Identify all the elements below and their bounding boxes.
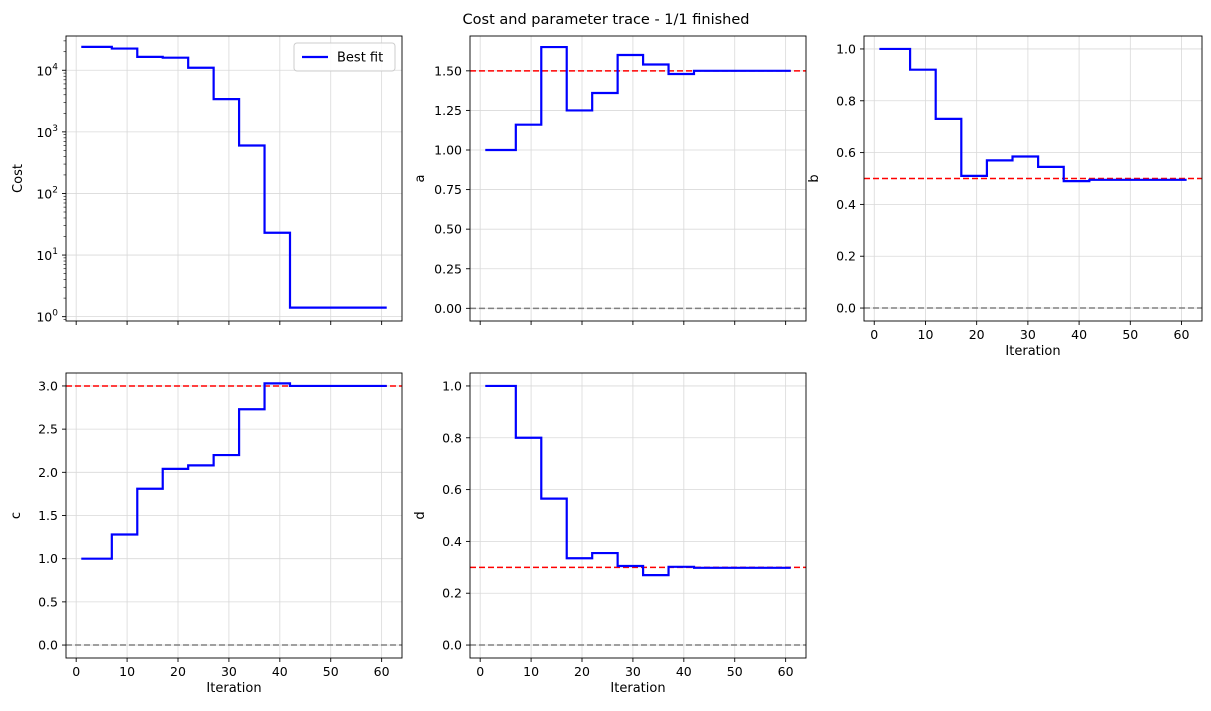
x-tick-label: 50 — [1122, 327, 1138, 342]
y-tick-label: 0.25 — [434, 261, 462, 276]
axes-frame — [65, 35, 403, 322]
x-tick-label: 10 — [119, 664, 135, 679]
x-tick-label: 60 — [778, 664, 794, 679]
y-tick-label: 2.5 — [38, 422, 58, 437]
y-tick-label: 0.8 — [442, 430, 462, 445]
y-axis-label: d — [413, 511, 428, 519]
x-tick-label: 40 — [272, 664, 288, 679]
x-tick-label: 20 — [170, 664, 186, 679]
x-tick-label: 10 — [523, 664, 539, 679]
x-tick-label: 40 — [1071, 327, 1087, 342]
legend-box — [293, 42, 396, 72]
y-tick-label: 0.0 — [38, 638, 58, 653]
series-line-best-fit — [81, 382, 387, 560]
grid-cost — [66, 36, 402, 321]
series-line-best-fit — [81, 45, 387, 309]
x-tick-label: 60 — [1174, 327, 1190, 342]
y-tick-label: 0.0 — [836, 301, 856, 316]
subplot-a: 0.00 0.25 0.50 0.75 1.00 1.25 1.50 a — [413, 35, 807, 325]
x-axis-label: Iteration — [610, 681, 665, 696]
y-tick-label: 1.5 — [38, 508, 58, 523]
y-tick-label: 0.5 — [38, 594, 58, 609]
y-axis-label: b — [807, 174, 822, 182]
y-tick-label: 1.50 — [434, 63, 462, 78]
x-tick-label: 30 — [221, 664, 237, 679]
subplot-c: 0 10 20 30 40 50 60 0.0 0.5 1.0 1.5 2.0 2.5 3.0 c Itera… — [9, 372, 403, 696]
y-tick-label: 0.4 — [442, 534, 462, 549]
y-tick-label: 100 — [36, 309, 58, 325]
y-tick-label: 0.2 — [836, 249, 856, 264]
series-line-best-fit — [485, 384, 791, 577]
y-tick-label: 104 — [36, 62, 58, 78]
y-tick-label: 0.4 — [836, 197, 856, 212]
y-tick-label: 0.0 — [442, 638, 462, 653]
x-tick-label: 30 — [625, 664, 641, 679]
x-axis-label: Iteration — [206, 681, 261, 696]
y-tick-label: 0.6 — [442, 482, 462, 497]
x-axis-label: Iteration — [1005, 344, 1060, 359]
y-tick-label: 2.0 — [38, 465, 58, 480]
y-axis-label: a — [413, 175, 428, 183]
x-tick-label: 30 — [1020, 327, 1036, 342]
y-tick-label: 0.50 — [434, 222, 462, 237]
y-tick-label: 1.0 — [442, 378, 462, 393]
y-tick-label: 0.75 — [434, 182, 462, 197]
y-tick-label: 103 — [36, 124, 58, 140]
x-tick-label: 20 — [574, 664, 590, 679]
x-tick-label: 60 — [374, 664, 390, 679]
series-line-best-fit — [485, 45, 791, 152]
x-tick-label: 0 — [72, 664, 80, 679]
y-tick-label: 3.0 — [38, 378, 58, 393]
series-line-best-fit — [879, 47, 1187, 183]
legend-label: Best fit — [337, 51, 383, 66]
y-axis-label: c — [9, 512, 24, 519]
y-axis-label: Cost — [11, 164, 26, 193]
subplot-b: 0 10 20 30 40 50 60 0.0 0.2 0.4 0.6 0.8 1.0 b Iteratio… — [807, 35, 1203, 359]
axes-frame — [469, 372, 807, 659]
x-tick-label: 50 — [727, 664, 743, 679]
x-tick-label: 0 — [870, 327, 878, 342]
figure-title: Cost and parameter trace - 1/1 finished — [463, 12, 750, 28]
legend: Best fit — [293, 42, 396, 72]
y-tick-label: 1.00 — [434, 143, 462, 158]
y-tick-label: 102 — [36, 185, 58, 201]
y-tick-label: 1.0 — [38, 551, 58, 566]
y-tick-label: 0.6 — [836, 145, 856, 160]
x-tick-label: 50 — [323, 664, 339, 679]
y-tick-label: 0.8 — [836, 93, 856, 108]
x-tick-label: 20 — [969, 327, 985, 342]
y-tick-label: 101 — [36, 247, 58, 263]
subplot-d: 0 10 20 30 40 50 60 0.0 0.2 0.4 0.6 0.8 1.0 d Iteratio… — [413, 372, 807, 696]
y-tick-label: 0.00 — [434, 301, 462, 316]
x-tick-label: 10 — [918, 327, 934, 342]
y-tick-label: 1.0 — [836, 41, 856, 56]
subplot-cost: 100 101 102 103 104 Cost Best fit — [11, 35, 403, 325]
axes-frame — [469, 35, 807, 322]
y-tick-label: 0.2 — [442, 586, 462, 601]
x-tick-label: 40 — [676, 664, 692, 679]
y-tick-label: 1.25 — [434, 103, 462, 118]
x-tick-label: 0 — [476, 664, 484, 679]
axes-frame — [863, 35, 1203, 322]
